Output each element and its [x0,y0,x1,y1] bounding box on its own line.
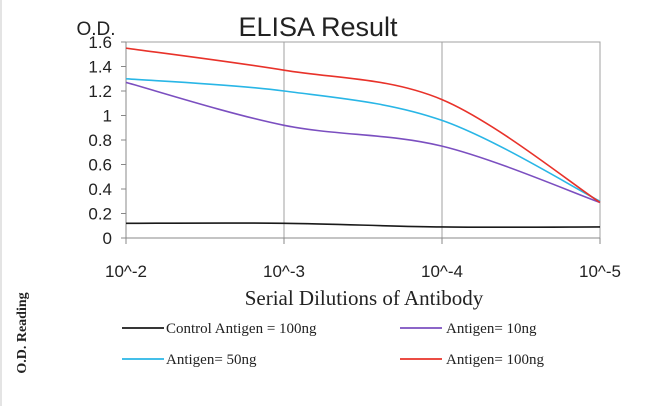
legend-label-3: Antigen= 100ng [446,352,545,368]
plot-frame [125,41,601,239]
x-tick-labels: 10^-2 10^-3 10^-4 10^-5 [105,238,621,281]
x-tick-label: 10^-5 [579,262,621,281]
y-unit-label: O.D. [76,19,115,40]
legend-label-0: Control Antigen = 100ng [166,321,317,337]
y-tick-label: 1.4 [88,58,112,77]
series-line-3 [125,47,601,204]
x-tick-label: 10^-3 [263,262,305,281]
x-tick-label: 10^-4 [421,262,463,281]
y-tick-label: 0.2 [88,205,112,224]
y-tick-label: 1 [103,107,112,126]
y-tick-label: 1.2 [88,82,112,101]
chart-title: ELISA Result [238,12,398,42]
y-axis-label: O.D. Reading [15,292,30,373]
plot-area [125,41,601,244]
y-tick-label: 1.6 [88,33,112,52]
legend-label-1: Antigen= 10ng [446,321,537,337]
series-line-2 [125,77,601,202]
y-tick-label: 0.6 [88,156,112,175]
x-tick-label: 10^-2 [105,262,147,281]
y-tick-labels: 0 0.2 0.4 0.6 0.8 1 1.2 1.4 1.6 [88,33,126,248]
series-line-0 [125,222,601,229]
series-line-1 [125,81,601,204]
x-axis-label: Serial Dilutions of Antibody [245,286,484,310]
legend-label-2: Antigen= 50ng [166,352,257,368]
y-tick-label: 0.8 [88,131,112,150]
legend: Control Antigen = 100ng Antigen= 10ng Anti… [122,321,545,368]
y-tick-label: 0.4 [88,180,112,199]
y-tick-label: 0 [103,229,112,248]
series-lines [125,47,601,229]
